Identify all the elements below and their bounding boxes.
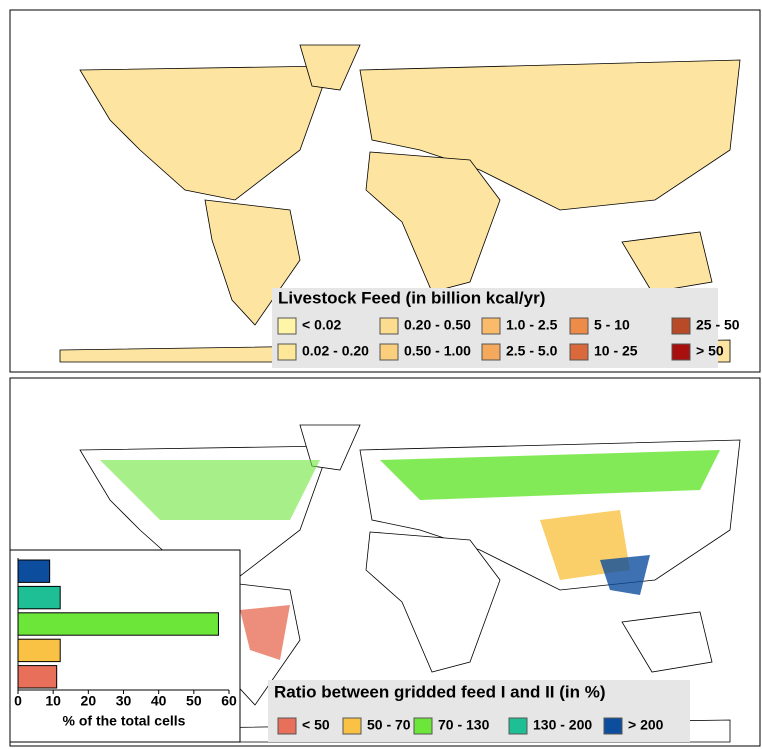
bar [18, 613, 218, 635]
legend-swatch [570, 318, 588, 334]
legend-swatch [570, 344, 588, 360]
x-tick-label: 0 [14, 693, 22, 709]
bar [18, 639, 60, 661]
legend-swatch [380, 344, 398, 360]
x-tick-label: 40 [151, 693, 167, 709]
x-tick-label: 30 [116, 693, 132, 709]
legend-label: < 50 [302, 717, 330, 733]
legend-label: 0.20 - 0.50 [404, 317, 471, 333]
x-axis-label: % of the total cells [63, 713, 186, 729]
legend-swatch [482, 344, 500, 360]
legend-swatch [482, 318, 500, 334]
legend-swatch [672, 344, 690, 360]
legend-swatch [278, 718, 296, 734]
x-tick-label: 10 [45, 693, 61, 709]
x-tick-label: 50 [186, 693, 202, 709]
legend-label: 1.0 - 2.5 [506, 317, 558, 333]
legend-swatch [414, 718, 432, 734]
legend-swatch [509, 718, 527, 734]
legend-label: 2.5 - 5.0 [506, 343, 558, 359]
legend-label: 50 - 70 [367, 717, 411, 733]
bar [18, 666, 57, 688]
legend-label: 0.50 - 1.00 [404, 343, 471, 359]
legend-swatch [278, 344, 296, 360]
x-tick-label: 20 [81, 693, 97, 709]
legend-label: > 200 [628, 717, 664, 733]
legend-swatch [604, 718, 622, 734]
legend-label: > 50 [696, 343, 724, 359]
x-tick-label: 60 [221, 693, 237, 709]
bar [18, 586, 60, 608]
legend-label: 25 - 50 [696, 317, 740, 333]
legend-label: 130 - 200 [533, 717, 592, 733]
legend-title: Livestock Feed (in billion kcal/yr) [278, 288, 545, 307]
legend-label: 0.02 - 0.20 [302, 343, 369, 359]
legend-label: 10 - 25 [594, 343, 638, 359]
legend-label: 70 - 130 [438, 717, 490, 733]
figure: Livestock Feed (in billion kcal/yr) Rati… [0, 0, 762, 749]
legend-title: Ratio between gridded feed I and II (in … [274, 682, 606, 701]
legend-swatch [343, 718, 361, 734]
legend-swatch [672, 318, 690, 334]
bar [18, 560, 50, 582]
legend-label: < 0.02 [302, 317, 342, 333]
legend-label: 5 - 10 [594, 317, 630, 333]
legend-swatch [380, 318, 398, 334]
legend-swatch [278, 318, 296, 334]
